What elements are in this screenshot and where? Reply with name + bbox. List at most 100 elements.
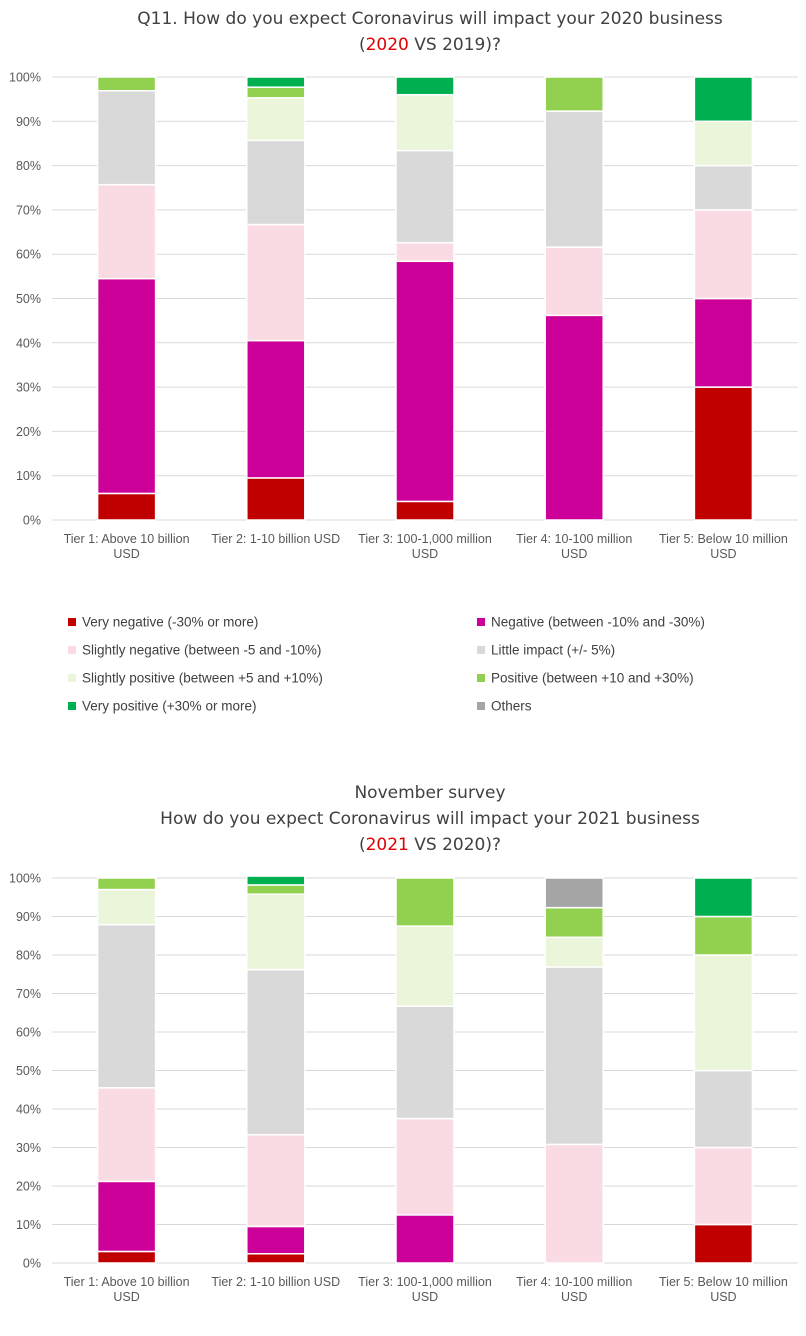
y-tick-label: 60% <box>16 248 41 262</box>
legend-label: Little impact (+/- 5%) <box>491 643 615 658</box>
bar-segment <box>246 223 306 342</box>
chart-title-line: How do you expect Coronavirus will impac… <box>160 809 700 829</box>
bar-segment <box>395 1214 455 1264</box>
y-tick-label: 100% <box>9 872 41 886</box>
legend-label: Very positive (+30% or more) <box>82 699 256 714</box>
bar-segment <box>544 1143 604 1264</box>
bar-segment <box>246 97 306 142</box>
bar-segment <box>246 893 306 971</box>
bar-segment <box>395 149 455 244</box>
bar-segment <box>246 339 306 479</box>
bar-segment <box>395 93 455 152</box>
bar-segment <box>395 1117 455 1216</box>
y-tick-label: 40% <box>16 1103 41 1117</box>
legend-swatch <box>477 702 485 710</box>
bar-segment <box>544 906 604 939</box>
bar-segment <box>544 936 604 968</box>
y-tick-label: 80% <box>16 159 41 173</box>
y-tick-label: 0% <box>23 1257 41 1271</box>
bar-segment <box>693 915 754 956</box>
legend-swatch <box>68 702 76 710</box>
x-category-label: USD <box>710 1290 736 1304</box>
y-tick-label: 10% <box>16 1218 41 1232</box>
bar-segment <box>693 76 754 123</box>
bar-segment <box>246 1253 306 1264</box>
chart-title-line: (2021 VS 2020)? <box>359 835 501 855</box>
y-tick-label: 90% <box>16 910 41 924</box>
x-category-label: Tier 1: Above 10 billion <box>64 532 190 546</box>
bar-segment <box>395 500 455 521</box>
y-tick-label: 0% <box>23 514 41 528</box>
bar-segment <box>395 877 455 927</box>
bar-segment <box>395 925 455 1007</box>
legend-swatch <box>68 646 76 654</box>
bar-segment <box>544 877 604 909</box>
x-category-label: Tier 1: Above 10 billion <box>64 1275 190 1289</box>
y-tick-label: 20% <box>16 425 41 439</box>
bar-segment <box>96 492 157 521</box>
legend-label: Very negative (-30% or more) <box>82 615 258 630</box>
bar-segment <box>246 477 306 521</box>
bar-segment <box>246 1225 306 1255</box>
x-category-label: Tier 5: Below 10 million <box>659 1275 788 1289</box>
y-tick-label: 70% <box>16 987 41 1001</box>
x-category-label: USD <box>113 1290 139 1304</box>
x-category-label: Tier 3: 100-1,000 million <box>358 1275 492 1289</box>
x-category-label: Tier 2: 1-10 billion USD <box>211 532 340 546</box>
y-tick-label: 30% <box>16 1141 41 1155</box>
bar-segment <box>96 89 157 186</box>
chart-title-line: November survey <box>354 783 505 803</box>
bar-segment <box>246 86 306 99</box>
y-tick-label: 20% <box>16 1180 41 1194</box>
x-category-label: USD <box>710 547 736 561</box>
bar-segment <box>96 277 157 495</box>
bar-segment <box>96 888 157 926</box>
bar-segment <box>395 76 455 96</box>
y-tick-label: 30% <box>16 381 41 395</box>
x-category-label: USD <box>412 1290 438 1304</box>
bar-segment <box>693 120 754 167</box>
y-tick-label: 70% <box>16 203 41 217</box>
bar-segment <box>544 110 604 248</box>
x-category-label: Tier 2: 1-10 billion USD <box>211 1275 340 1289</box>
bar-segment <box>246 968 306 1136</box>
x-category-label: Tier 4: 10-100 million <box>516 1275 632 1289</box>
chart-title-part: ( <box>359 35 366 55</box>
bar-segment <box>96 923 157 1089</box>
bar-segment <box>395 260 455 503</box>
legend-label: Positive (between +10 and +30%) <box>491 671 694 686</box>
bar-segment <box>246 139 306 226</box>
bar-segment <box>96 76 157 92</box>
bar-segment <box>693 1146 754 1226</box>
legend-label: Others <box>491 699 532 714</box>
bar-segment <box>395 1005 455 1120</box>
bar-segment <box>96 1250 157 1264</box>
bar-segment <box>693 209 754 300</box>
bar-segment <box>96 1087 157 1183</box>
legend-label: Slightly positive (between +5 and +10%) <box>82 671 323 686</box>
chart-title-line: Q11. How do you expect Coronavirus will … <box>137 9 723 29</box>
legend-swatch <box>477 618 485 626</box>
bar-segment <box>96 1180 157 1253</box>
legend-swatch <box>477 646 485 654</box>
y-tick-label: 80% <box>16 949 41 963</box>
x-category-label: Tier 4: 10-100 million <box>516 532 632 546</box>
bar-segment <box>693 954 754 1072</box>
chart-title-part: VS 2020)? <box>409 835 501 855</box>
bar-segment <box>544 966 604 1146</box>
bar-segment <box>693 386 754 521</box>
legend-swatch <box>68 618 76 626</box>
bar-segment <box>544 314 604 521</box>
legend-swatch <box>477 674 485 682</box>
bar-segment <box>246 1134 306 1228</box>
y-tick-label: 90% <box>16 115 41 129</box>
y-tick-label: 100% <box>9 71 41 85</box>
bar-segment <box>544 246 604 317</box>
y-tick-label: 60% <box>16 1026 41 1040</box>
y-tick-label: 50% <box>16 292 41 306</box>
bar-segment <box>395 241 455 263</box>
y-tick-label: 40% <box>16 336 41 350</box>
x-category-label: USD <box>412 547 438 561</box>
chart-title-line: (2020 VS 2019)? <box>359 35 501 55</box>
